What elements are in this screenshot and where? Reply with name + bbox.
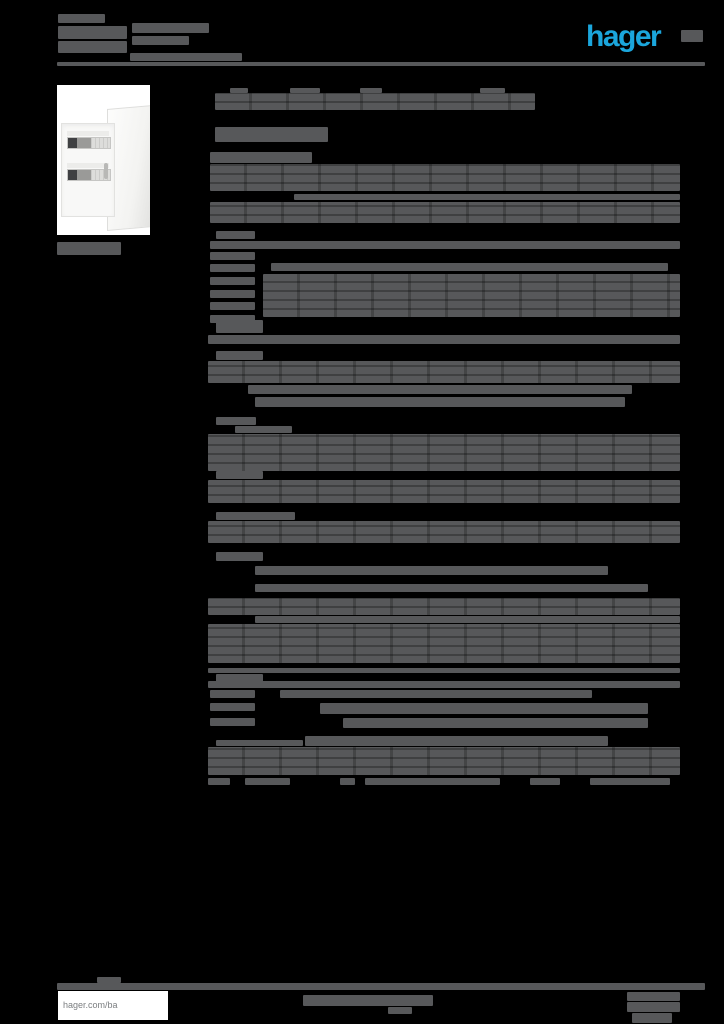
greeked-text-bar <box>216 552 263 561</box>
greeked-text-bar <box>681 30 703 42</box>
greeked-text-bar <box>215 93 535 110</box>
greeked-text-bar <box>57 983 705 990</box>
din-row-label-strip <box>67 131 109 136</box>
greeked-text-bar <box>208 598 680 615</box>
greeked-text-bar <box>210 315 255 323</box>
greeked-text-bar <box>208 624 680 663</box>
greeked-text-bar <box>210 277 255 285</box>
greeked-text-bar <box>208 480 680 503</box>
breaker-module-icon <box>68 170 77 180</box>
greeked-text-bar <box>305 736 608 746</box>
greeked-text-bar <box>58 26 127 39</box>
greeked-text-bar <box>210 202 680 223</box>
greeked-text-bar <box>360 88 382 93</box>
greeked-text-bar <box>320 703 648 714</box>
greeked-text-bar <box>132 23 209 33</box>
greeked-text-bar <box>263 274 680 317</box>
enclosure-graphic <box>57 85 150 235</box>
greeked-text-bar <box>365 778 500 785</box>
greeked-text-bar <box>248 385 632 394</box>
greeked-text-bar <box>632 1013 672 1023</box>
footer-site-link[interactable]: hager.com/ba <box>63 1000 118 1010</box>
greeked-text-bar <box>208 335 680 344</box>
greeked-text-bar <box>627 992 680 1001</box>
greeked-text-bar <box>235 426 292 433</box>
greeked-text-bar <box>216 320 263 333</box>
greeked-text-bar <box>294 194 680 200</box>
door-latch <box>104 163 108 179</box>
greeked-text-bar <box>210 164 680 191</box>
greeked-text-bar <box>255 584 648 592</box>
greeked-text-bar <box>216 471 263 479</box>
footer-site-box: hager.com/ba <box>58 991 168 1020</box>
terminal-module-icon <box>77 138 91 148</box>
greeked-text-bar <box>480 88 505 93</box>
hager-logo: hager <box>586 20 662 53</box>
greeked-text-bar <box>230 88 248 93</box>
greeked-text-bar <box>216 231 255 239</box>
greeked-text-bar <box>271 263 668 271</box>
product-image <box>57 85 150 235</box>
greeked-text-bar <box>216 674 263 682</box>
greeked-text-bar <box>210 252 255 260</box>
greeked-text-bar <box>255 397 625 407</box>
greeked-text-bar <box>58 41 127 53</box>
greeked-text-bar <box>210 290 255 298</box>
greeked-text-bar <box>208 434 680 471</box>
greeked-text-bar <box>208 361 680 383</box>
greeked-text-bar <box>530 778 560 785</box>
greeked-text-bar <box>216 417 256 425</box>
greeked-text-bar <box>208 681 680 688</box>
greeked-text-bar <box>280 690 592 698</box>
din-rail-row-1 <box>67 137 111 149</box>
greeked-text-bar <box>210 264 255 272</box>
din-rail-row-2 <box>67 169 111 181</box>
greeked-text-bar <box>58 14 105 23</box>
greeked-text-bar <box>208 778 230 785</box>
terminal-module-icon <box>77 170 91 180</box>
greeked-text-bar <box>57 242 121 255</box>
greeked-text-bar <box>215 127 328 142</box>
greeked-text-bar <box>303 995 433 1006</box>
greeked-text-bar <box>216 512 295 520</box>
greeked-text-bar <box>388 1007 412 1014</box>
greeked-text-bar <box>216 351 263 360</box>
greeked-text-bar <box>210 690 255 698</box>
breaker-module-icon <box>68 138 77 148</box>
greeked-text-bar <box>130 53 242 61</box>
greeked-text-bar <box>255 566 608 575</box>
greeked-text-bar <box>208 747 680 775</box>
greeked-text-bar <box>210 703 255 711</box>
greeked-text-bar <box>590 778 670 785</box>
greeked-text-bar <box>210 302 255 310</box>
greeked-text-bar <box>208 521 680 543</box>
greeked-text-bar <box>57 62 705 66</box>
greeked-text-bar <box>132 36 189 45</box>
greeked-text-bar <box>340 778 355 785</box>
greeked-text-bar <box>245 778 290 785</box>
greeked-text-bar <box>97 977 121 983</box>
din-row-label-strip <box>67 163 109 168</box>
greeked-text-bar <box>208 668 680 673</box>
greeked-text-bar <box>210 718 255 726</box>
greeked-text-bar <box>210 152 312 163</box>
greeked-text-bar <box>343 718 648 728</box>
greeked-text-bar <box>290 88 320 93</box>
greeked-text-bar <box>216 740 303 746</box>
greeked-text-bar <box>210 241 680 249</box>
greeked-text-bar <box>255 616 680 623</box>
greeked-text-bar <box>627 1002 680 1012</box>
